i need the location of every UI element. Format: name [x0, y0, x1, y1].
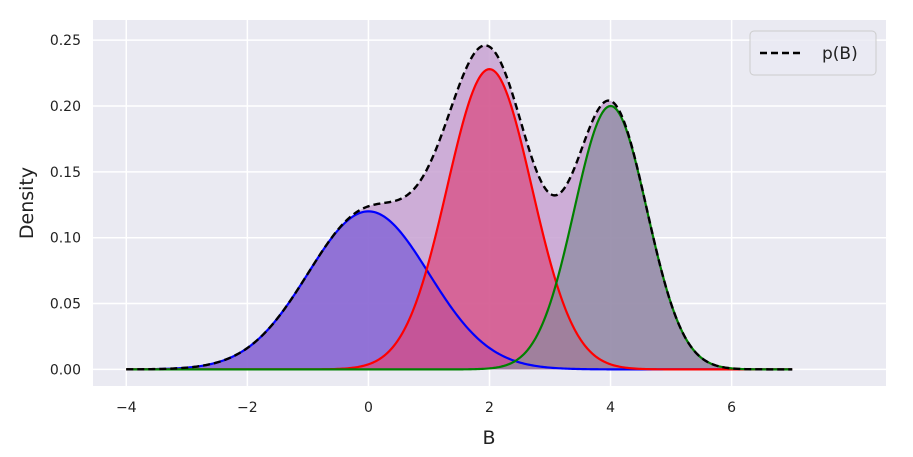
component-2-area — [126, 69, 793, 370]
x-tick-label: −2 — [237, 400, 258, 416]
y-tick-label: 0.05 — [50, 297, 81, 313]
x-tick-label: −4 — [116, 400, 137, 416]
y-tick-label: 0.15 — [50, 165, 81, 181]
y-tick-label: 0.00 — [50, 362, 81, 378]
x-tick-label: 0 — [364, 400, 373, 416]
legend: p(B) — [749, 30, 877, 76]
x-tick-label: 4 — [606, 400, 615, 416]
mixture-line — [126, 44, 793, 371]
x-tick-labels: −4 −2 0 2 4 6 — [116, 400, 736, 416]
legend-box — [749, 30, 877, 76]
y-tick-label: 0.20 — [50, 99, 81, 115]
component-0-area — [126, 211, 793, 370]
y-tick-label: 0.25 — [50, 33, 81, 49]
x-tick-label: 6 — [727, 400, 736, 416]
y-tick-labels: 0.00 0.05 0.10 0.15 0.20 0.25 — [50, 33, 81, 378]
x-axis-label: B — [482, 427, 495, 449]
component-4-area — [126, 106, 793, 370]
y-axis-label: Density — [16, 167, 38, 239]
component-4-line — [126, 104, 793, 371]
legend-label-pb: p(B) — [822, 44, 858, 64]
x-tick-label: 2 — [485, 400, 494, 416]
y-tick-label: 0.10 — [50, 231, 81, 247]
density-lines — [126, 44, 793, 371]
